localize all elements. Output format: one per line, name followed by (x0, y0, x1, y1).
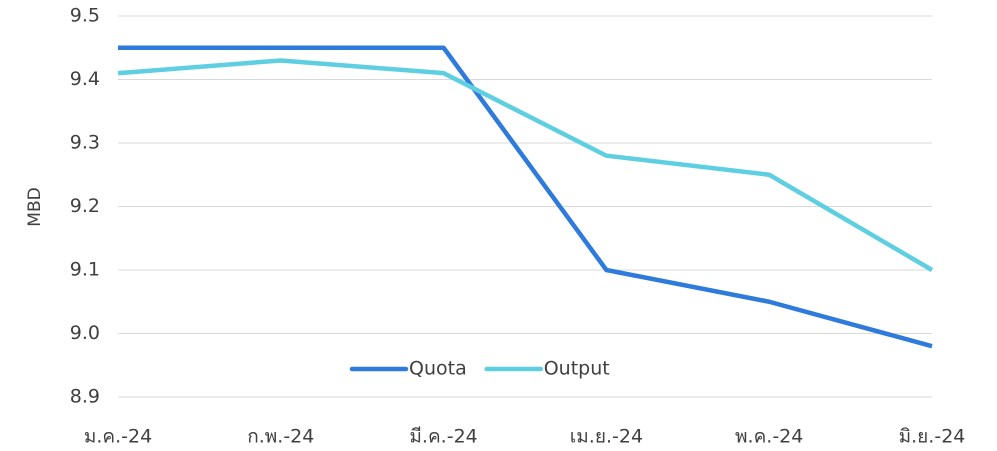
y-tick-label: 9.2 (70, 195, 100, 217)
x-tick-label: เม.ย.-24 (570, 426, 643, 448)
x-tick-label: ก.พ.-24 (247, 426, 314, 448)
y-tick-label: 9.1 (70, 259, 100, 281)
y-axis-label: MBD (25, 187, 45, 226)
series-line (118, 45, 933, 349)
x-tick-label: มิ.ย.-24 (899, 426, 966, 448)
y-tick-label: 9.0 (70, 322, 100, 344)
y-tick-label: 9.3 (70, 132, 100, 154)
x-tick-label: มี.ค.-24 (409, 426, 477, 448)
x-tick-label: พ.ค.-24 (735, 426, 803, 448)
legend-label: Quota (409, 358, 467, 380)
y-tick-label: 9.4 (70, 68, 100, 90)
legend-label: Output (544, 358, 610, 380)
x-tick-label: ม.ค.-24 (84, 426, 152, 448)
series-line (117, 58, 934, 272)
y-tick-label: 9.5 (70, 5, 100, 27)
y-tick-label: 8.9 (70, 386, 100, 408)
